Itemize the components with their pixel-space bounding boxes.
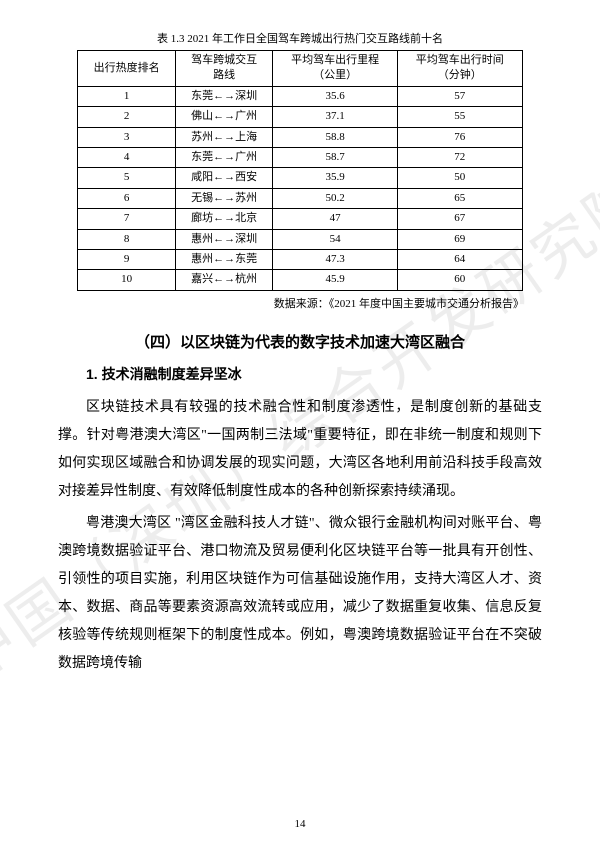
col-distance: 平均驾车出行里程（公里）	[273, 51, 398, 87]
table-cell: 54	[273, 229, 398, 249]
table-cell: 35.9	[273, 168, 398, 188]
data-table: 出行热度排名 驾车跨城交互路线 平均驾车出行里程（公里） 平均驾车出行时间（分钟…	[77, 50, 522, 291]
col-rank: 出行热度排名	[78, 51, 175, 87]
table-cell: 55	[397, 107, 522, 127]
table-cell: 2	[78, 107, 175, 127]
table-title: 表 1.3 2021 年工作日全国驾车跨城出行热门交互路线前十名	[58, 30, 542, 46]
table-cell: 5	[78, 168, 175, 188]
subheading: 1. 技术消融制度差异坚冰	[58, 364, 542, 384]
table-cell: 廊坊←→北京	[175, 209, 272, 229]
table-row: 4东莞←→广州58.772	[78, 147, 522, 167]
table-row: 1东莞←→深圳35.657	[78, 86, 522, 106]
table-cell: 10	[78, 270, 175, 290]
table-cell: 东莞←→深圳	[175, 86, 272, 106]
col-route: 驾车跨城交互路线	[175, 51, 272, 87]
table-cell: 1	[78, 86, 175, 106]
table-cell: 7	[78, 209, 175, 229]
table-cell: 无锡←→苏州	[175, 188, 272, 208]
table-cell: 50.2	[273, 188, 398, 208]
table-cell: 惠州←→东莞	[175, 249, 272, 269]
table-cell: 9	[78, 249, 175, 269]
table-cell: 64	[397, 249, 522, 269]
table-row: 10嘉兴←→杭州45.960	[78, 270, 522, 290]
table-cell: 50	[397, 168, 522, 188]
paragraph-1: 区块链技术具有较强的技术融合性和制度渗透性，是制度创新的基础支撑。针对粤港澳大湾…	[58, 394, 542, 506]
table-cell: 60	[397, 270, 522, 290]
table-cell: 咸阳←→西安	[175, 168, 272, 188]
table-row: 3苏州←→上海58.876	[78, 127, 522, 147]
table-cell: 惠州←→深圳	[175, 229, 272, 249]
table-cell: 69	[397, 229, 522, 249]
table-row: 8惠州←→深圳5469	[78, 229, 522, 249]
paragraph-2: 粤港澳大湾区 "湾区金融科技人才链"、微众银行金融机构间对账平台、粤澳跨境数据验…	[58, 510, 542, 678]
table-row: 2佛山←→广州37.155	[78, 107, 522, 127]
page-number: 14	[0, 818, 600, 830]
table-cell: 58.7	[273, 147, 398, 167]
table-cell: 嘉兴←→杭州	[175, 270, 272, 290]
table-cell: 72	[397, 147, 522, 167]
table-cell: 47.3	[273, 249, 398, 269]
table-cell: 57	[397, 86, 522, 106]
section-heading: （四）以区块链为代表的数字技术加速大湾区融合	[58, 331, 542, 352]
table-row: 6无锡←→苏州50.265	[78, 188, 522, 208]
table-row: 9惠州←→东莞47.364	[78, 249, 522, 269]
table-cell: 35.6	[273, 86, 398, 106]
table-cell: 东莞←→广州	[175, 147, 272, 167]
table-source: 数据来源：《2021 年度中国主要城市交通分析报告》	[58, 295, 524, 311]
table-cell: 65	[397, 188, 522, 208]
table-cell: 佛山←→广州	[175, 107, 272, 127]
col-time: 平均驾车出行时间（分钟）	[397, 51, 522, 87]
table-cell: 45.9	[273, 270, 398, 290]
page-content: 表 1.3 2021 年工作日全国驾车跨城出行热门交互路线前十名 出行热度排名 …	[0, 0, 600, 712]
table-cell: 苏州←→上海	[175, 127, 272, 147]
table-cell: 47	[273, 209, 398, 229]
table-cell: 8	[78, 229, 175, 249]
table-row: 7廊坊←→北京4767	[78, 209, 522, 229]
table-cell: 58.8	[273, 127, 398, 147]
table-cell: 6	[78, 188, 175, 208]
table-cell: 67	[397, 209, 522, 229]
table-cell: 37.1	[273, 107, 398, 127]
table-row: 5咸阳←→西安35.950	[78, 168, 522, 188]
table-cell: 4	[78, 147, 175, 167]
table-cell: 3	[78, 127, 175, 147]
table-cell: 76	[397, 127, 522, 147]
